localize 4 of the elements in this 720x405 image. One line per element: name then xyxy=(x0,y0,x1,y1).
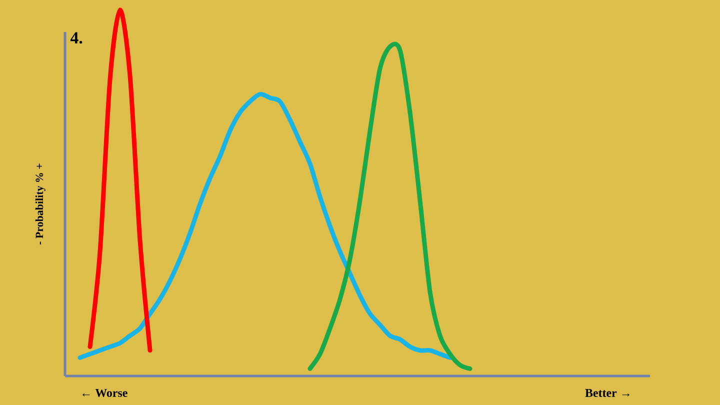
text: Better → xyxy=(585,389,630,397)
annotation: 4. xyxy=(70,32,82,44)
text: ← Worse xyxy=(82,388,128,398)
y-axis-title: - Probability % + xyxy=(35,164,46,245)
